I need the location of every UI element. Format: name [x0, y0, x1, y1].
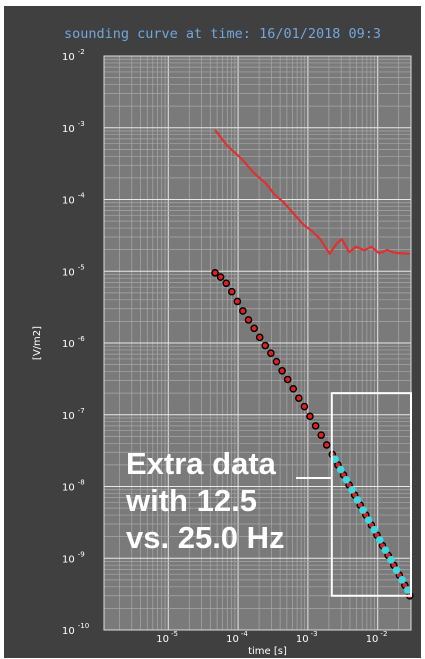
y-tick-label: 10 -10: [62, 622, 89, 637]
y-tick-mantissa: 10: [62, 483, 75, 494]
data-point: [244, 316, 253, 324]
y-tick-label: 10 -5: [62, 263, 85, 278]
x-axis-label: time [s]: [248, 646, 287, 657]
data-point: [295, 394, 303, 403]
y-tick-label: 10 -6: [62, 335, 85, 350]
y-tick-exponent: -10: [78, 622, 89, 630]
y-tick-mantissa: 10: [62, 124, 75, 135]
annotation-text-line: vs. 25.0 Hz: [126, 520, 285, 555]
x-tick-label: 10 -5: [156, 630, 178, 645]
data-point: [211, 269, 219, 277]
data-point: [375, 536, 384, 544]
data-point: [359, 506, 367, 514]
y-tick-exponent: -8: [78, 479, 85, 487]
data-point: [317, 431, 325, 439]
data-point: [353, 496, 362, 504]
plot-frame: [103, 55, 412, 631]
annotation-text-line: with 12.5: [125, 483, 257, 518]
x-tick-exponent: -3: [311, 630, 318, 638]
data-point: [289, 384, 298, 393]
chart-title: sounding curve at time: 16/01/2018 09:3: [64, 26, 381, 42]
y-tick-exponent: -3: [78, 120, 85, 128]
data-point: [364, 516, 373, 524]
data-point: [342, 475, 351, 484]
y-tick-label: 10 -7: [62, 407, 85, 422]
y-tick-exponent: -6: [78, 335, 86, 343]
y-tick-exponent: -5: [78, 263, 85, 271]
y-tick-label: 10 -2: [62, 48, 85, 63]
y-tick-mantissa: 10: [62, 267, 75, 278]
y-tick-label: 10 -8: [62, 479, 85, 494]
y-tick-exponent: -2: [78, 48, 85, 56]
data-point: [311, 422, 320, 430]
data-point: [283, 375, 292, 384]
x-tick-mantissa: 10: [296, 634, 309, 645]
y-tick-label: 10 -3: [62, 120, 85, 135]
y-tick-mantissa: 10: [62, 626, 75, 637]
data-point: [322, 441, 331, 449]
data-point: [387, 556, 395, 564]
data-point: [331, 455, 339, 464]
x-tick-mantissa: 10: [226, 634, 239, 645]
x-tick-exponent: -4: [241, 630, 249, 638]
y-tick-mantissa: 10: [62, 52, 75, 63]
data-point: [216, 273, 225, 281]
data-point: [348, 485, 356, 494]
x-tick-label: 10 -4: [226, 630, 248, 645]
annotation-text-line: Extra data: [126, 446, 277, 481]
annotation-box: [330, 392, 412, 597]
series-line: [214, 129, 410, 255]
y-tick-exponent: -7: [78, 407, 85, 415]
y-axis-label: [V/m2]: [32, 326, 43, 360]
data-point: [392, 566, 401, 575]
data-point: [228, 287, 236, 296]
y-tick-mantissa: 10: [62, 554, 75, 565]
x-tick-mantissa: 10: [156, 634, 169, 645]
data-point: [306, 412, 314, 421]
data-point: [222, 279, 231, 288]
y-tick-mantissa: 10: [62, 196, 75, 207]
data-point: [239, 307, 247, 315]
data-point: [370, 525, 378, 534]
data-point: [255, 333, 264, 342]
data-point: [403, 586, 412, 594]
y-tick-exponent: -4: [78, 192, 86, 200]
data-point: [300, 402, 309, 411]
y-tick-exponent: -9: [78, 550, 85, 558]
x-tick-label: 10 -3: [296, 630, 318, 645]
y-tick-label: 10 -9: [62, 550, 85, 565]
data-point: [250, 324, 258, 333]
series-0: [214, 129, 410, 255]
data-point: [336, 465, 345, 474]
x-tick-label: 10 -2: [366, 630, 388, 645]
y-tick-label: 10 -4: [62, 192, 85, 207]
data-point: [278, 366, 286, 375]
y-tick-mantissa: 10: [62, 411, 75, 422]
data-point: [261, 341, 270, 350]
x-tick-mantissa: 10: [366, 634, 379, 645]
data-point: [272, 357, 281, 366]
data-point: [398, 576, 406, 584]
x-tick-exponent: -5: [171, 630, 178, 638]
data-point: [381, 546, 390, 554]
data-point: [233, 297, 242, 306]
data-point: [267, 349, 275, 358]
x-tick-exponent: -2: [380, 630, 387, 638]
y-tick-mantissa: 10: [62, 339, 75, 350]
series-2: [331, 455, 412, 594]
